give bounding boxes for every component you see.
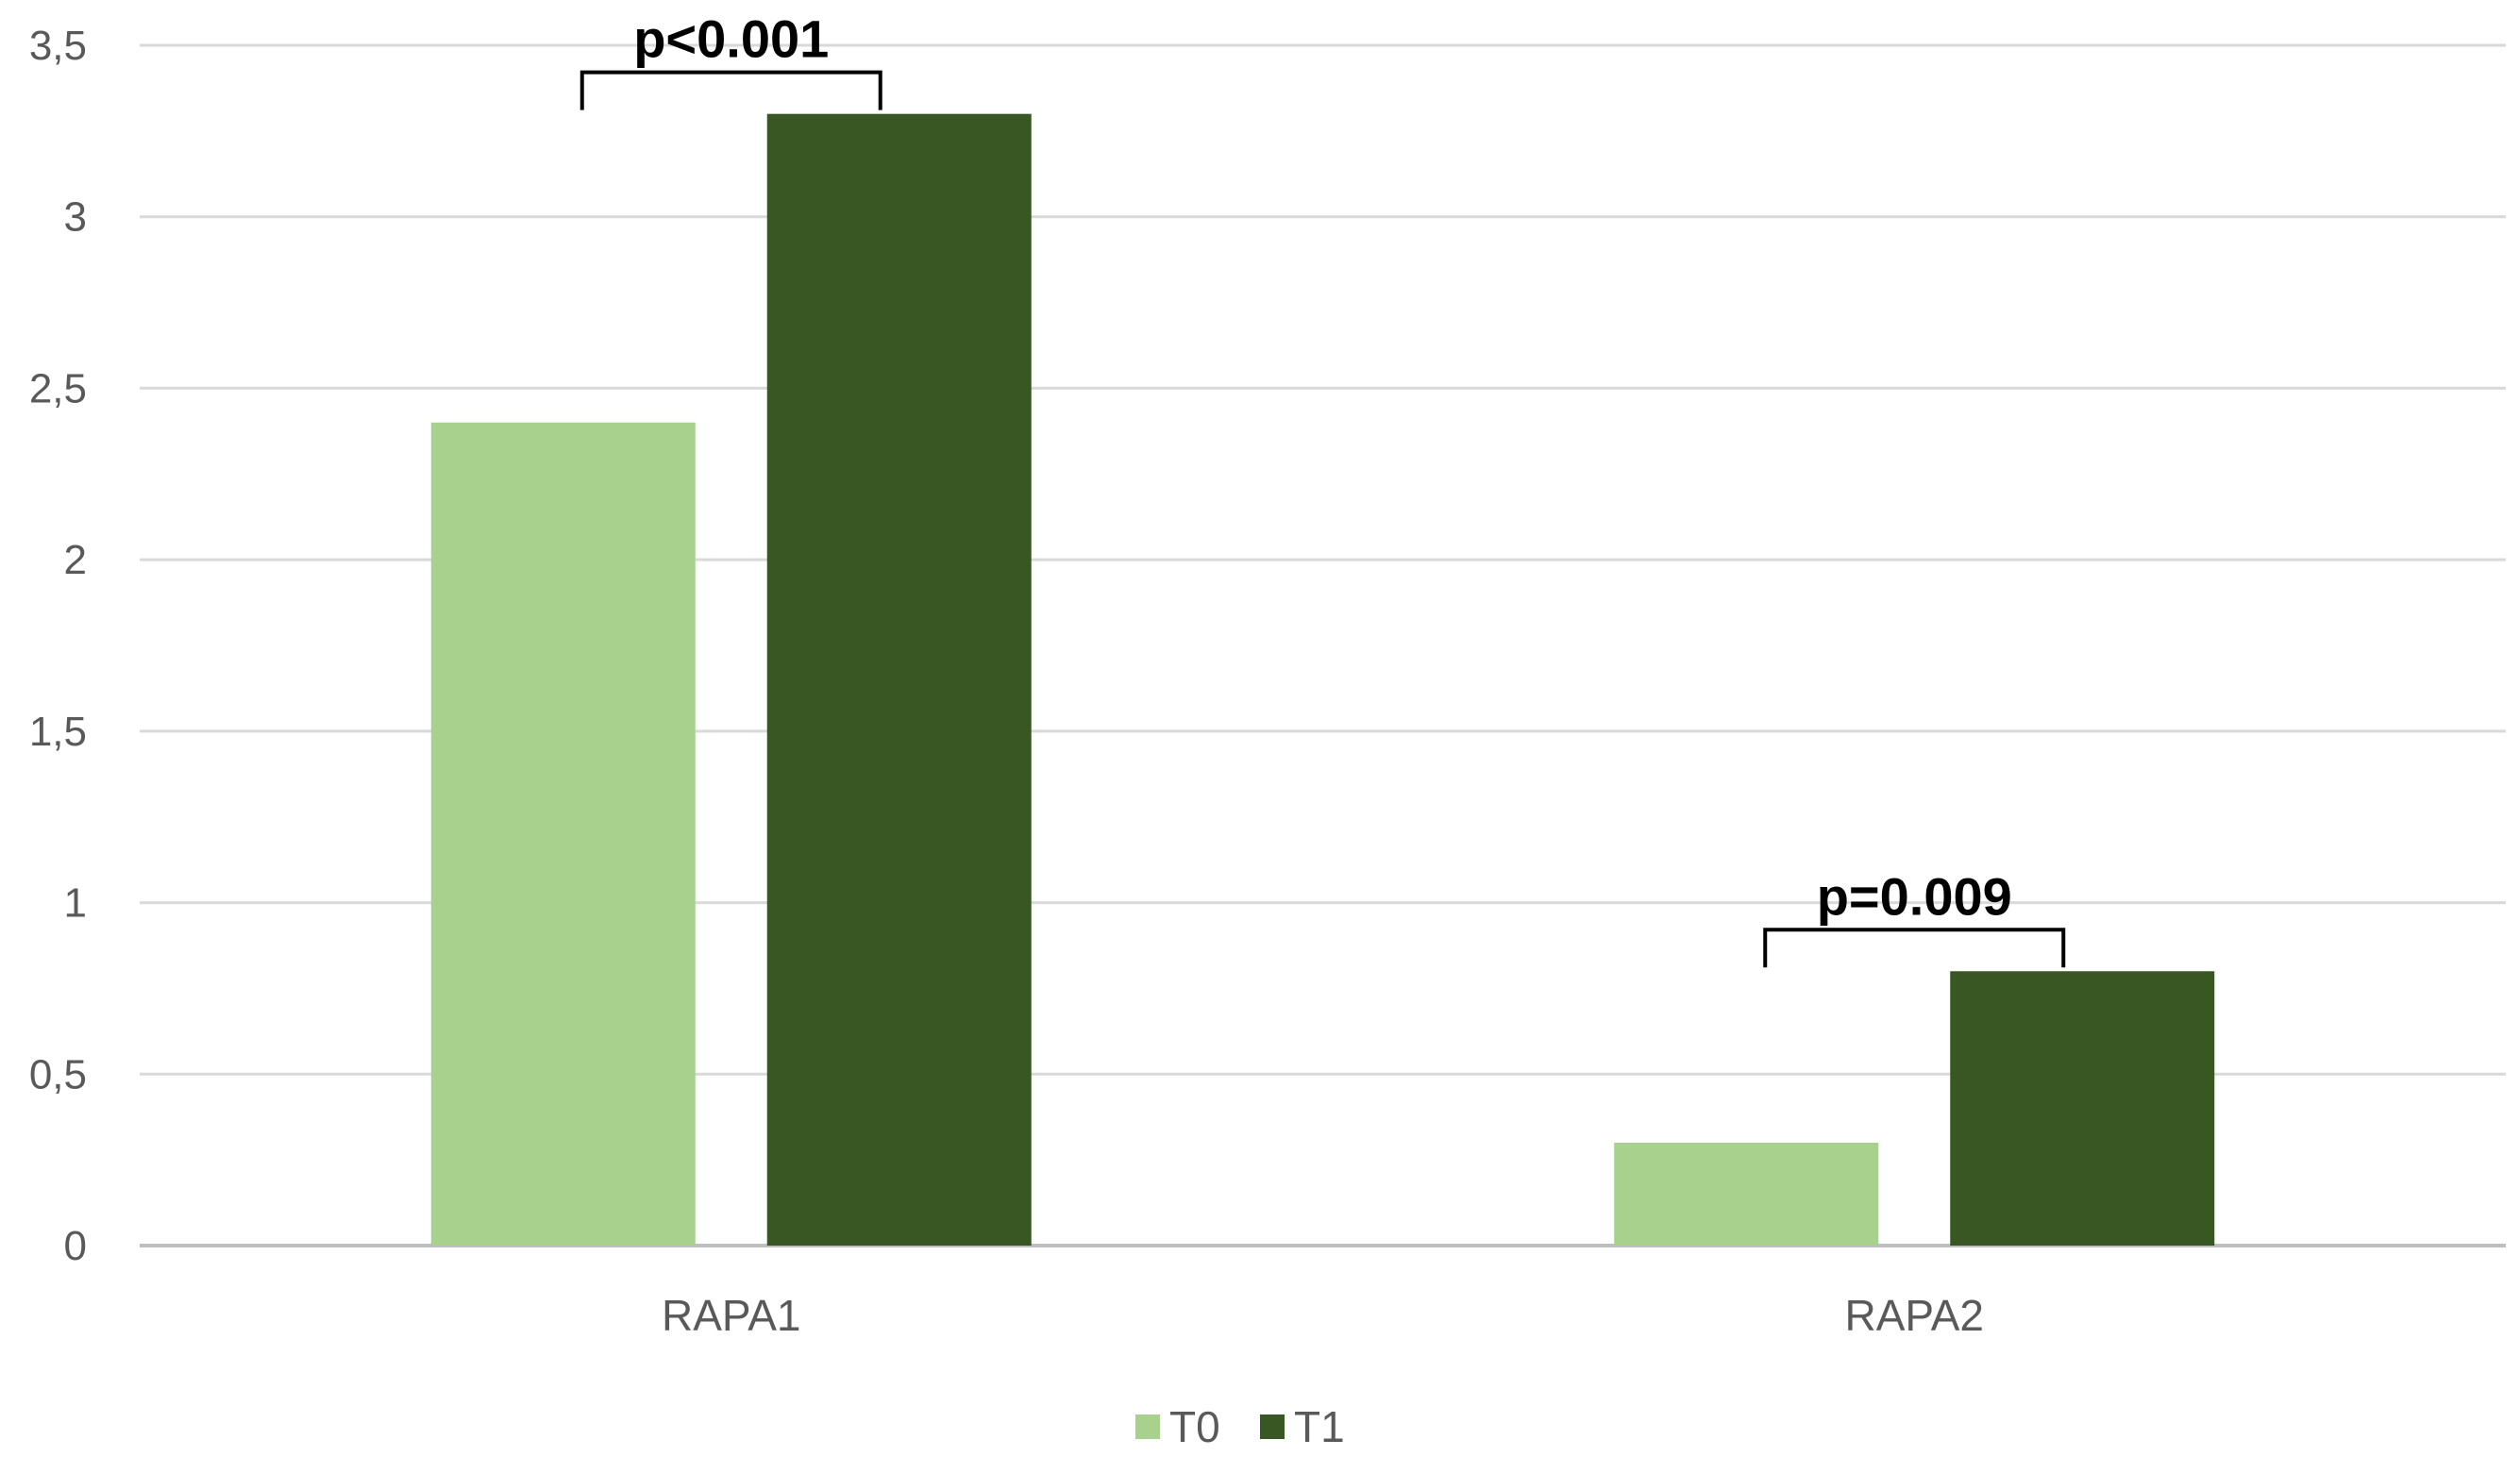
x-axis-category-labels: RAPA1 RAPA2 (662, 1291, 1984, 1340)
y-tick-label: 2 (64, 537, 87, 583)
legend-label-t0: T0 (1169, 1402, 1220, 1451)
p-value-label: p<0.001 (633, 9, 829, 69)
legend-swatch-t0 (1135, 1414, 1160, 1439)
y-tick-label: 1 (64, 880, 87, 927)
x-category-label: RAPA2 (1845, 1291, 1984, 1340)
legend-label-t1: T1 (1294, 1402, 1345, 1451)
bar-t1-rapa2 (1950, 971, 2215, 1246)
y-tick-label: 3 (64, 194, 87, 241)
y-tick-label: 0,5 (29, 1051, 87, 1097)
x-category-label: RAPA1 (662, 1291, 800, 1340)
legend-swatch-t1 (1260, 1414, 1285, 1439)
significance-bracket (1763, 928, 2066, 968)
y-tick-label: 0 (64, 1223, 87, 1269)
y-tick-label: 1,5 (29, 709, 87, 755)
legend: T0 T1 (1135, 1402, 1345, 1451)
bar-t0-rapa1 (430, 422, 696, 1246)
significance-bracket (580, 70, 882, 110)
y-tick-label: 2,5 (29, 365, 87, 411)
y-axis-tick-labels: 0 0,5 1 1,5 2 2,5 3 3,5 (29, 23, 87, 1269)
bar-t1-rapa1 (766, 113, 1032, 1247)
p-value-label: p=0.009 (1817, 866, 2012, 926)
y-tick-label: 3,5 (29, 23, 87, 69)
significance-annotations: p<0.001 p=0.009 (580, 9, 2066, 968)
bar-t0-rapa2 (1614, 1142, 1879, 1246)
bars (430, 113, 2215, 1247)
